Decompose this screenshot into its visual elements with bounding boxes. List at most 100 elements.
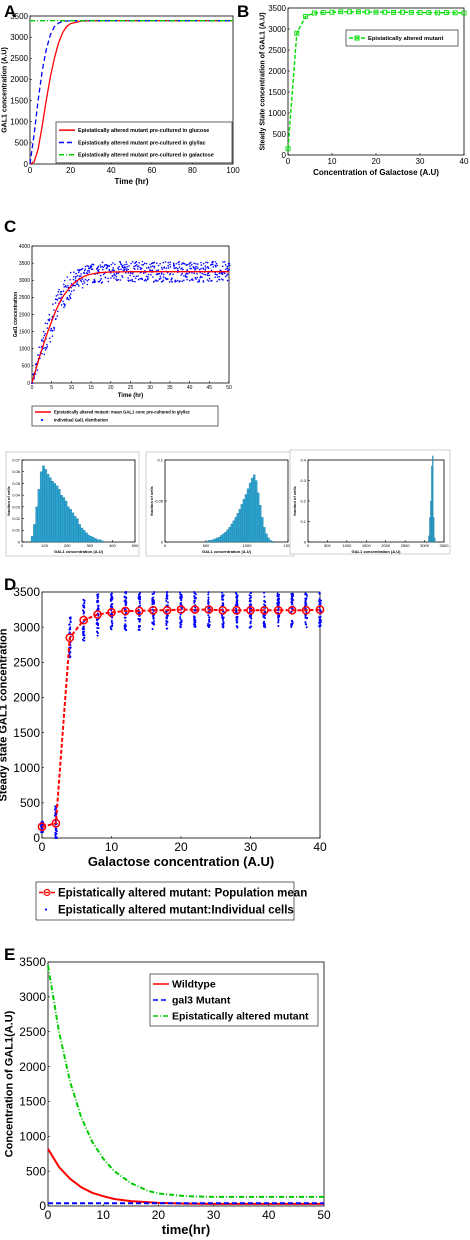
individual-cell-point <box>171 277 173 279</box>
individual-cell-point <box>263 625 266 628</box>
individual-cell-point <box>219 269 222 272</box>
individual-cell-point <box>124 624 127 627</box>
individual-cell-point <box>69 278 71 281</box>
individual-cell-point <box>96 627 99 630</box>
x-tick-label: 200 <box>64 543 71 548</box>
series-marker <box>461 10 467 16</box>
individual-cell-point <box>88 269 90 272</box>
legend-label: Epistatically altered mutant <box>368 36 443 42</box>
individual-cell-point <box>193 262 195 265</box>
y-tick-label: 0.04 <box>12 493 21 498</box>
histogram-bar <box>236 513 239 543</box>
individual-cell-point <box>54 833 57 836</box>
individual-cell-point <box>186 278 188 281</box>
individual-cell-point <box>51 329 53 332</box>
individual-cell-point <box>263 604 266 607</box>
y-tick-label: 0.06 <box>12 469 21 474</box>
population-mean-marker <box>93 610 102 619</box>
individual-cell-point <box>99 264 102 266</box>
individual-cell-point <box>54 831 57 834</box>
individual-cell-point <box>277 600 280 603</box>
individual-cell-point <box>206 261 209 264</box>
individual-cell-point <box>141 263 143 266</box>
individual-cell-point <box>206 274 209 277</box>
individual-cell-point <box>96 630 99 633</box>
individual-cell-point <box>214 264 217 267</box>
individual-cell-point <box>176 267 179 270</box>
individual-cell-point <box>134 264 137 267</box>
individual-cell-point <box>169 273 171 276</box>
individual-cell-point <box>118 268 120 271</box>
histogram-bar <box>230 523 233 543</box>
individual-cell-point <box>83 282 86 284</box>
histogram-bar <box>94 538 97 543</box>
individual-cell-point <box>60 290 62 293</box>
x-tick-label: 10 <box>97 1208 111 1222</box>
individual-cell-point <box>235 602 238 605</box>
x-tick-label: 2500 <box>401 543 411 548</box>
individual-cell-point <box>204 269 207 271</box>
y-tick-label: 1500 <box>19 329 30 335</box>
individual-cell-point <box>74 284 76 287</box>
individual-cell-point <box>124 266 127 269</box>
individual-cell-point <box>139 591 142 594</box>
individual-cell-point <box>263 616 266 619</box>
x-tick-label: 1000 <box>342 543 352 548</box>
histogram-bar <box>228 527 231 543</box>
individual-cell-point <box>153 266 156 269</box>
individual-cell-point <box>127 279 130 282</box>
individual-cell-point <box>141 278 144 281</box>
histogram-bar <box>67 506 70 543</box>
individual-cell-point <box>221 591 224 594</box>
y-tick-label: 0.07 <box>12 457 21 462</box>
series-marker <box>294 30 300 36</box>
y-axis-label: Steady State concentration of GAL1 (A.U) <box>259 12 266 150</box>
y-tick-label: 0 <box>161 539 164 544</box>
individual-cell-point <box>207 601 210 604</box>
individual-cell-point <box>34 363 37 366</box>
individual-cell-point <box>190 278 193 281</box>
individual-cell-point <box>236 617 239 620</box>
individual-cell-point <box>52 303 54 305</box>
individual-cell-point <box>82 612 85 615</box>
x-axis-label: GAL1 concentration (A.U) <box>352 549 402 554</box>
individual-cell-point <box>165 620 168 623</box>
histogram-bar <box>238 509 241 543</box>
individual-cell-point <box>222 602 225 605</box>
individual-cell-point <box>222 598 225 601</box>
individual-cell-point <box>215 262 218 265</box>
individual-cell-point <box>125 596 128 599</box>
individual-cell-point <box>55 295 58 297</box>
individual-cell-point <box>222 603 225 606</box>
histogram-bar <box>62 497 66 543</box>
individual-cell-point <box>68 631 71 634</box>
histogram-bar <box>80 527 84 543</box>
individual-cell-point <box>96 600 99 603</box>
y-tick-label: 500 <box>20 796 40 810</box>
individual-cell-point <box>54 318 57 321</box>
x-tick-label: 0 <box>307 543 310 548</box>
individual-cell-point <box>108 265 111 267</box>
individual-cell-point <box>196 276 199 279</box>
individual-cell-point <box>165 622 168 625</box>
legend-label: Epistatically altered mutant:Individual … <box>58 905 294 917</box>
individual-cell-point <box>114 263 116 266</box>
individual-cell-point <box>250 596 253 599</box>
individual-cell-point <box>205 261 207 264</box>
x-tick-label: 400 <box>109 543 116 548</box>
individual-cell-point <box>180 268 182 270</box>
individual-cell-point <box>249 620 252 623</box>
individual-cell-point <box>110 277 112 279</box>
histogram-bar <box>257 492 260 543</box>
individual-cell-point <box>249 622 252 625</box>
individual-cell-point <box>73 284 75 287</box>
individual-cell-point <box>122 264 124 267</box>
individual-cell-point <box>168 281 171 283</box>
individual-cell-point <box>218 272 221 275</box>
individual-cell-point <box>97 604 100 607</box>
individual-cell-point <box>304 623 307 626</box>
individual-cell-point <box>304 603 307 606</box>
individual-cell-point <box>188 263 190 265</box>
individual-cell-point <box>221 273 224 275</box>
individual-cell-point <box>290 623 293 626</box>
